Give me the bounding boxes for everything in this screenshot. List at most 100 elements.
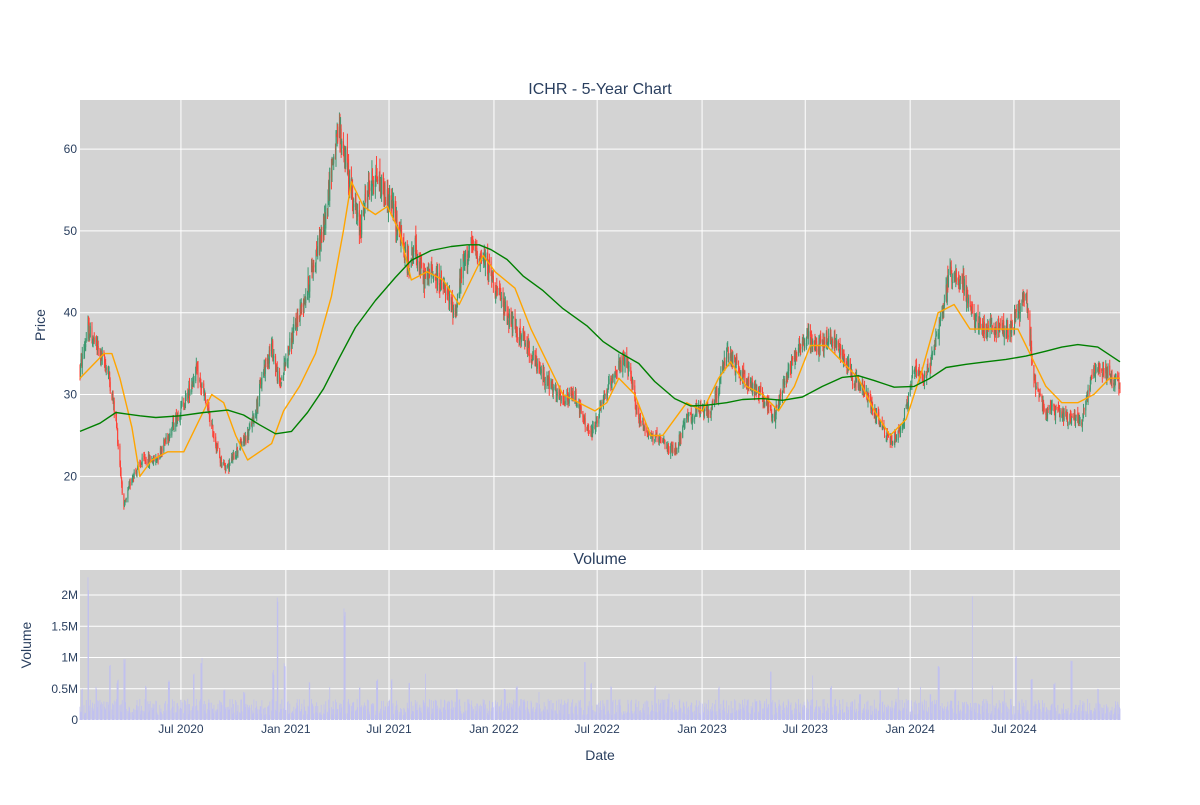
volume-bar — [605, 715, 606, 720]
candle-body — [325, 205, 326, 228]
volume-bar — [158, 715, 159, 720]
candle-body — [449, 294, 450, 303]
price-candle — [453, 305, 454, 318]
candle-body — [896, 439, 897, 441]
candle-body — [838, 341, 839, 347]
price-candle — [826, 327, 827, 345]
volume-bar — [417, 710, 418, 720]
candle-body — [130, 482, 131, 486]
volume-bar — [509, 703, 510, 720]
price-candle — [513, 316, 514, 319]
candle-body — [940, 316, 941, 326]
price-candle — [589, 430, 590, 434]
candle-body — [82, 354, 83, 368]
price-candle — [676, 448, 677, 455]
price-candle — [233, 452, 234, 459]
price-candle — [798, 344, 799, 356]
volume-bar — [166, 710, 167, 720]
price-candle — [389, 185, 390, 212]
price-candle — [357, 204, 358, 226]
volume-bar — [625, 711, 626, 720]
price-candle — [924, 371, 925, 390]
volume-bar — [445, 710, 446, 720]
candle-body — [445, 293, 446, 296]
candle-body — [976, 314, 977, 316]
volume-bar — [118, 680, 119, 720]
volume-bar — [661, 700, 662, 720]
price-candle — [182, 396, 183, 406]
price-y-tick-label: 40 — [64, 306, 78, 320]
candle-body — [932, 352, 933, 355]
candle-body — [329, 168, 330, 201]
price-y-tick-label: 60 — [64, 142, 78, 156]
candle-body — [796, 356, 797, 358]
price-candle — [110, 377, 111, 394]
candle-body — [142, 458, 143, 465]
price-candle — [684, 418, 685, 429]
price-candle — [297, 309, 298, 327]
candle-body — [804, 343, 805, 348]
price-candle — [637, 401, 638, 414]
candle-body — [225, 466, 226, 469]
candle-body — [221, 465, 222, 467]
price-candle — [1060, 408, 1061, 422]
volume-bar — [277, 602, 278, 720]
volume-bar — [501, 700, 502, 720]
candle-body — [820, 336, 821, 342]
candle-body — [493, 276, 494, 283]
volume-bar — [900, 711, 901, 720]
candle-body — [1036, 386, 1037, 389]
price-candle — [916, 359, 917, 379]
candle-body — [609, 379, 610, 384]
price-candle — [553, 384, 554, 399]
price-candle — [820, 330, 821, 343]
candle-body — [607, 391, 608, 392]
volume-bar — [465, 711, 466, 720]
volume-bar — [613, 700, 614, 720]
volume-bar — [525, 710, 526, 720]
volume-bar — [513, 700, 514, 720]
price-candle — [716, 386, 717, 404]
volume-bar — [585, 662, 586, 720]
candle-body — [684, 418, 685, 424]
volume-bar — [545, 706, 546, 720]
candle-body — [497, 287, 498, 290]
volume-bar — [353, 702, 354, 720]
price-candle — [465, 250, 466, 266]
price-candle — [249, 421, 250, 429]
candle-body — [90, 326, 91, 337]
volume-bar — [257, 709, 258, 720]
volume-bar — [581, 708, 582, 720]
price-candle — [661, 437, 662, 444]
volume-bar — [242, 711, 243, 720]
price-candle — [1120, 382, 1121, 393]
volume-bar — [194, 674, 195, 720]
volume-bar — [261, 700, 262, 720]
price-candle — [976, 312, 977, 321]
candle-body — [670, 446, 671, 454]
volume-bar — [537, 703, 538, 720]
candle-body — [273, 356, 274, 357]
candle-body — [625, 357, 626, 366]
candle-body — [1112, 370, 1113, 383]
volume-bar — [653, 711, 654, 720]
price-y-tick-label: 20 — [64, 469, 78, 483]
price-candle — [692, 414, 693, 423]
price-candle — [541, 365, 542, 379]
volume-bar — [736, 711, 737, 720]
volume-bar — [493, 707, 494, 720]
price-candle — [688, 412, 689, 416]
candle-body — [784, 381, 785, 385]
candle-body — [465, 251, 466, 257]
volume-bar — [764, 701, 765, 720]
candle-body — [597, 420, 598, 423]
candle-body — [1080, 421, 1081, 422]
volume-bar — [106, 702, 107, 720]
price-candle — [1004, 325, 1005, 345]
price-candle — [317, 235, 318, 259]
candle-body — [1028, 309, 1029, 313]
volume-bar — [577, 715, 578, 720]
candle-body — [421, 260, 422, 267]
candle-body — [800, 347, 801, 349]
candle-body — [900, 428, 901, 435]
